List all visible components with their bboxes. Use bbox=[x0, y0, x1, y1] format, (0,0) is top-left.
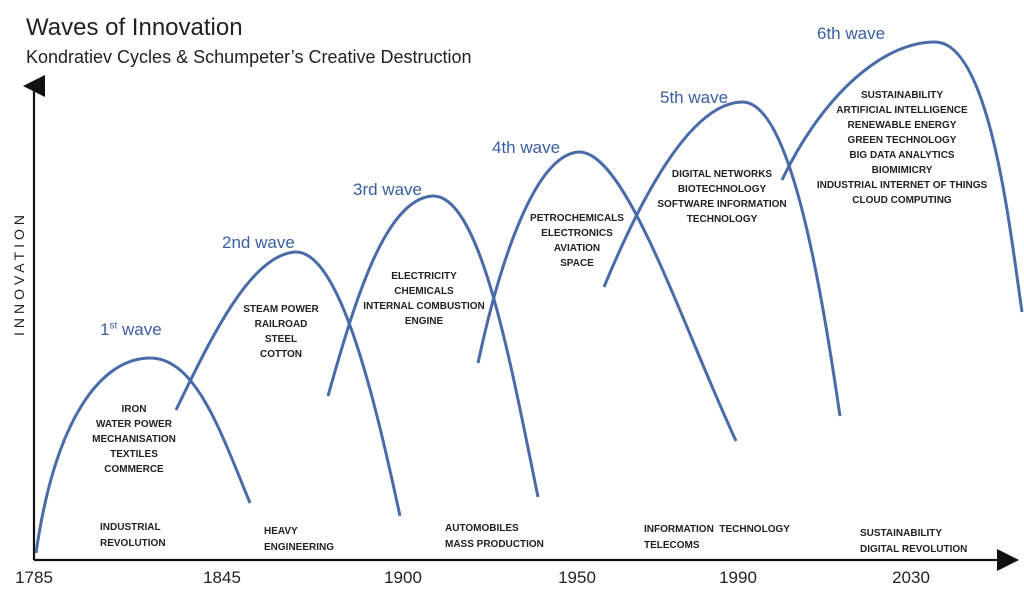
era-label-wave-1: INDUSTRIAL REVOLUTION bbox=[100, 522, 166, 549]
innovations-wave-2: STEAM POWER RAILROAD STEEL COTTON bbox=[243, 302, 319, 362]
innovation-item: AVIATION bbox=[553, 243, 601, 254]
page-subtitle: Kondratiev Cycles & Schumpeter’s Creativ… bbox=[26, 47, 472, 67]
wave-label-4: 4th wave bbox=[492, 138, 561, 157]
era-label-wave-5: INFORMATION TECHNOLOGY TELECOMS bbox=[644, 524, 790, 551]
wave-curve-2 bbox=[174, 250, 402, 517]
innovations-wave-5: DIGITAL NETWORKS BIOTECHNOLOGY SOFTWARE … bbox=[657, 167, 786, 227]
wave-label-3: 3rd wave bbox=[353, 180, 422, 199]
x-tick-1785: 1785 bbox=[15, 568, 53, 587]
innovation-item: ARTIFICIAL INTELLIGENCE bbox=[836, 105, 968, 116]
wave-curve-5 bbox=[602, 100, 842, 417]
innovations-wave-4: PETROCHEMICALS ELECTRONICS AVIATION SPAC… bbox=[530, 211, 624, 271]
innovation-item: TECHNOLOGY bbox=[686, 214, 758, 225]
innovation-item: ENGINE bbox=[404, 316, 444, 327]
innovation-item: STEEL bbox=[264, 334, 298, 345]
innovation-item: INTERNAL COMBUSTION bbox=[363, 301, 485, 312]
innovation-item: BIG DATA ANALYTICS bbox=[849, 150, 955, 161]
x-tick-1990: 1990 bbox=[719, 568, 757, 587]
x-tick-2030: 2030 bbox=[892, 568, 930, 587]
wave-curve-1 bbox=[34, 356, 252, 554]
y-axis-label: INNOVATION bbox=[11, 210, 27, 336]
innovation-item: CHEMICALS bbox=[394, 286, 454, 297]
x-tick-1950: 1950 bbox=[558, 568, 596, 587]
page-title: Waves of Innovation bbox=[26, 14, 243, 41]
innovation-item: TEXTILES bbox=[110, 449, 158, 460]
era-label-wave-3: AUTOMOBILES MASS PRODUCTION bbox=[445, 523, 544, 550]
innovation-item: WATER POWER bbox=[96, 419, 172, 430]
wave-curve-3 bbox=[326, 194, 540, 498]
innovations-wave-3: ELECTRICITY CHEMICALS INTERNAL COMBUSTIO… bbox=[363, 269, 484, 329]
innovation-item: INDUSTRIAL INTERNET OF THINGS bbox=[816, 180, 988, 191]
x-tick-1900: 1900 bbox=[384, 568, 422, 587]
innovation-item: RAILROAD bbox=[254, 319, 308, 330]
wave-curve-4 bbox=[476, 150, 738, 442]
innovation-item: BIOMIMICRY bbox=[871, 165, 933, 176]
innovations-wave-6: SUSTAINABILITY ARTIFICIAL INTELLIGENCE R… bbox=[817, 88, 987, 208]
innovation-item: GREEN TECHNOLOGY bbox=[847, 135, 957, 146]
innovation-item: STEAM POWER bbox=[243, 304, 319, 315]
era-label-wave-6: SUSTAINABILITY DIGITAL REVOLUTION bbox=[860, 528, 968, 555]
innovation-item: SUSTAINABILITY bbox=[860, 90, 944, 101]
era-label-wave-2: HEAVY ENGINEERING bbox=[264, 526, 335, 553]
wave-label-6: 6th wave bbox=[817, 24, 886, 43]
innovation-item: COTTON bbox=[259, 349, 303, 360]
innovation-item: IRON bbox=[121, 404, 147, 415]
x-tick-1845: 1845 bbox=[203, 568, 241, 587]
wave-label-2: 2nd wave bbox=[222, 233, 295, 252]
innovation-item: ELECTRICITY bbox=[391, 271, 457, 282]
innovation-item: RENEWABLE ENERGY bbox=[847, 120, 957, 131]
innovation-item: ELECTRONICS bbox=[541, 228, 613, 239]
wave-label-1: 1st wave bbox=[100, 320, 162, 339]
innovation-item: BIOTECHNOLOGY bbox=[677, 184, 767, 195]
innovation-item: SOFTWARE INFORMATION bbox=[657, 199, 787, 210]
innovation-item: COMMERCE bbox=[104, 464, 164, 475]
wave-curve-6 bbox=[780, 40, 1024, 313]
innovation-item: MECHANISATION bbox=[92, 434, 176, 445]
innovation-item: DIGITAL NETWORKS bbox=[671, 169, 773, 180]
innovations-wave-1: IRON WATER POWER MECHANISATION TEXTILES … bbox=[92, 402, 176, 477]
wave-label-5: 5th wave bbox=[660, 88, 729, 107]
innovation-item: PETROCHEMICALS bbox=[530, 213, 624, 224]
innovation-item: CLOUD COMPUTING bbox=[852, 195, 952, 206]
innovation-item: SPACE bbox=[560, 258, 594, 269]
